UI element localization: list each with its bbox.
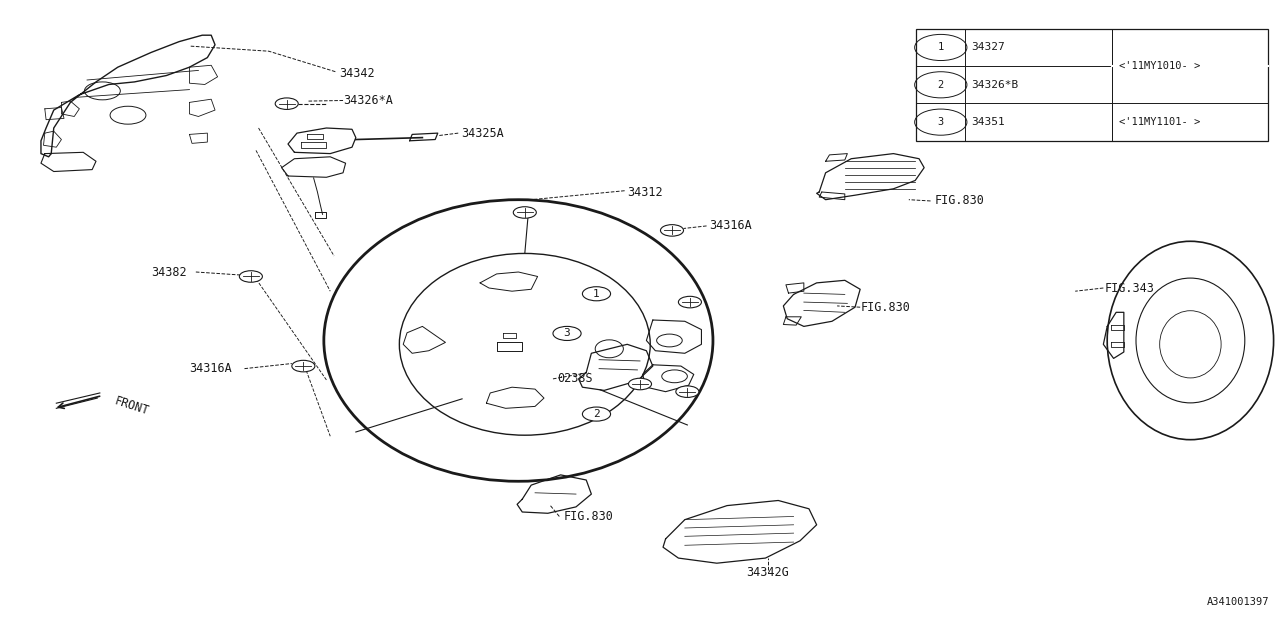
Text: 34326*A: 34326*A: [343, 94, 393, 107]
Text: 34312: 34312: [627, 186, 663, 198]
Text: 34342: 34342: [339, 67, 375, 80]
Text: 34351: 34351: [972, 117, 1005, 127]
Text: 2: 2: [593, 409, 600, 419]
Text: 34326*B: 34326*B: [972, 80, 1019, 90]
Text: 34316A: 34316A: [709, 220, 751, 232]
Circle shape: [660, 225, 684, 236]
Text: 34382: 34382: [151, 266, 187, 278]
Text: 3: 3: [938, 117, 943, 127]
Text: 1: 1: [593, 289, 600, 299]
Text: FIG.343: FIG.343: [1105, 282, 1155, 294]
Text: 2: 2: [938, 80, 943, 90]
Circle shape: [678, 296, 701, 308]
Text: A341001397: A341001397: [1207, 596, 1270, 607]
Text: 34325A: 34325A: [461, 127, 503, 140]
Text: FIG.830: FIG.830: [860, 301, 910, 314]
Text: 0238S: 0238S: [557, 372, 593, 385]
Bar: [916, 29, 1268, 141]
Text: <'11MY1101- >: <'11MY1101- >: [1119, 117, 1199, 127]
Circle shape: [628, 378, 652, 390]
Text: 3: 3: [563, 328, 571, 339]
Circle shape: [239, 271, 262, 282]
Text: FIG.830: FIG.830: [934, 195, 984, 207]
Circle shape: [292, 360, 315, 372]
Text: 34327: 34327: [972, 42, 1005, 52]
Text: 1: 1: [938, 42, 943, 52]
Circle shape: [582, 407, 611, 421]
Circle shape: [676, 386, 699, 397]
Text: <'11MY1010- >: <'11MY1010- >: [1119, 61, 1199, 71]
Circle shape: [553, 326, 581, 340]
Circle shape: [513, 207, 536, 218]
Text: 34316A: 34316A: [189, 362, 232, 375]
Circle shape: [582, 287, 611, 301]
Circle shape: [275, 98, 298, 109]
Text: FRONT: FRONT: [113, 394, 151, 417]
Text: FIG.830: FIG.830: [563, 510, 613, 523]
Ellipse shape: [1107, 241, 1274, 440]
Text: 34342G: 34342G: [746, 566, 790, 579]
